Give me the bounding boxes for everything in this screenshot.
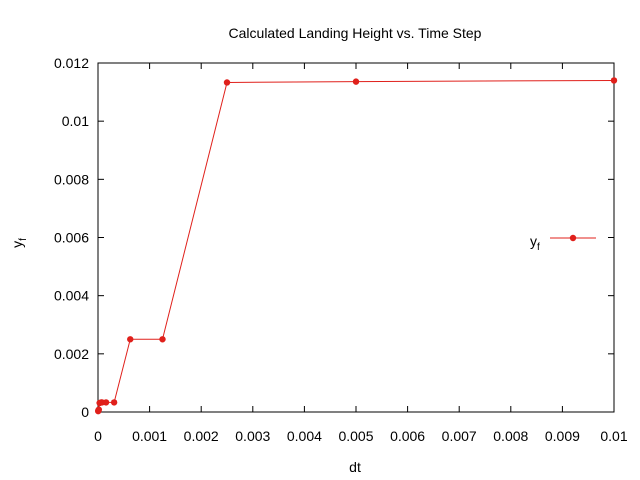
data-point [95,406,103,413]
x-axis: 0 0.001 0.002 0.003 0.004 0.005 0.006 0.007 0.00… [94,63,628,444]
y-tick-label: 0.012 [54,55,89,71]
y-tick-label: 0.008 [54,171,89,187]
data-point [159,336,166,343]
data-point [102,399,110,406]
legend: yf [530,233,596,253]
x-tick-label: 0.005 [338,428,373,444]
series-group [95,77,618,415]
x-axis-label: dt [349,459,361,475]
data-point [352,78,360,85]
x-tick-label: 0.004 [287,428,322,444]
legend-label-base: y [530,233,537,249]
legend-label: yf [530,233,540,253]
x-tick-label: 0.01 [600,428,627,444]
x-tick-label: 0.006 [390,428,425,444]
x-tick-label: 0.001 [132,428,167,444]
data-point [610,77,618,84]
legend-marker [569,234,577,242]
x-tick-label: 0.007 [442,428,477,444]
y-tick-label: 0.01 [62,113,89,129]
x-tick-label: 0.008 [493,428,528,444]
y-axis: 0 0.002 0.004 0.006 0.008 0.01 0.012 [54,55,614,420]
x-tick-label: 0.009 [545,428,580,444]
y-axis-label: yf [9,238,29,248]
y-tick-label: 0.002 [54,346,89,362]
x-tick-label: 0 [94,428,102,444]
data-point [223,79,231,86]
y-tick-label: 0.006 [54,230,89,246]
data-point [110,399,118,406]
data-point [127,336,134,343]
y-tick-label: 0.004 [54,288,89,304]
x-tick-label: 0.002 [184,428,219,444]
y-axis-label-sub: f [18,238,29,241]
y-tick-label: 0 [81,404,89,420]
legend-label-sub: f [537,242,540,253]
y-axis-label-base: y [9,241,25,248]
chart-title: Calculated Landing Height vs. Time Step [229,25,482,41]
x-tick-label: 0.003 [235,428,270,444]
